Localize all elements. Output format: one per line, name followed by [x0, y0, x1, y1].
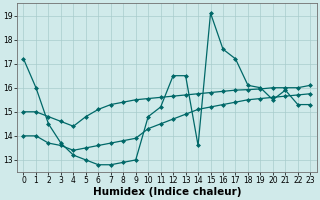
X-axis label: Humidex (Indice chaleur): Humidex (Indice chaleur) [93, 187, 241, 197]
